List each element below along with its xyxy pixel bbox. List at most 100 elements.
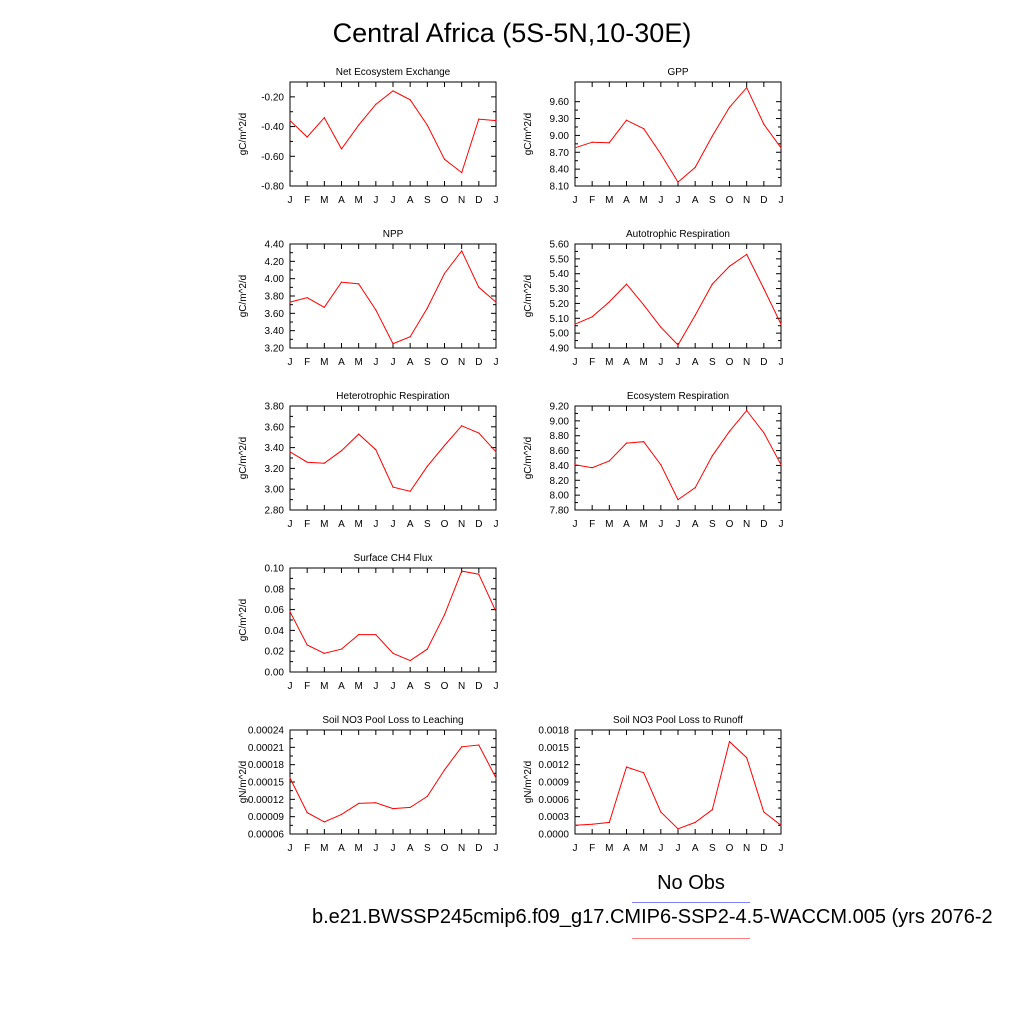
data-point	[323, 306, 325, 308]
data-point	[591, 141, 593, 143]
x-tick-label: D	[475, 195, 482, 206]
y-axis-label: gN/m^2/d	[238, 761, 249, 804]
chart-title: GPP	[667, 67, 688, 78]
x-tick-label: J	[658, 519, 663, 530]
data-point	[340, 648, 343, 650]
x-tick-label: A	[623, 357, 630, 368]
data-point	[591, 467, 593, 469]
data-point	[289, 777, 291, 779]
data-point	[426, 124, 428, 126]
y-tick-label: 5.60	[550, 240, 570, 251]
x-tick-label: M	[605, 519, 613, 530]
y-tick-label: 4.40	[265, 240, 285, 251]
x-tick-label: J	[779, 195, 784, 206]
x-tick-label: J	[288, 519, 293, 530]
y-tick-label: 9.20	[550, 402, 570, 413]
data-point	[574, 824, 576, 826]
y-tick-label: 0.00015	[248, 778, 285, 789]
data-point	[591, 823, 593, 825]
data-point	[375, 103, 377, 105]
x-tick-label: O	[441, 519, 449, 530]
y-tick-label: -0.60	[261, 152, 284, 163]
x-tick-label: J	[658, 195, 663, 206]
series-line	[574, 86, 782, 183]
legend-case-line	[632, 938, 750, 939]
y-tick-label: 3.00	[265, 485, 285, 496]
x-tick-label: D	[760, 843, 767, 854]
x-tick-label: J	[288, 843, 293, 854]
data-point	[608, 821, 610, 824]
data-point	[591, 316, 593, 318]
y-axis-label: gC/m^2/d	[523, 437, 534, 480]
x-tick-label: N	[458, 519, 465, 530]
y-tick-label: 4.20	[265, 257, 285, 268]
data-point	[461, 425, 463, 427]
data-point	[677, 828, 679, 830]
data-point	[392, 90, 394, 92]
x-tick-label: J	[373, 843, 378, 854]
data-point	[495, 777, 497, 779]
x-tick-label: J	[494, 843, 499, 854]
chart-title: Net Ecosystem Exchange	[336, 67, 451, 78]
plot-frame	[574, 243, 782, 349]
x-tick-label: J	[573, 519, 578, 530]
legend-obs-line	[632, 902, 750, 903]
x-tick-label: A	[338, 195, 345, 206]
y-tick-label: 8.20	[550, 476, 570, 487]
data-point	[289, 611, 291, 613]
y-tick-label: 5.00	[550, 329, 570, 340]
data-point	[574, 323, 576, 325]
x-tick-label: M	[320, 843, 328, 854]
y-axis-label: gC/m^2/d	[523, 113, 534, 156]
data-point	[409, 806, 411, 809]
data-point	[625, 766, 628, 768]
data-point	[323, 652, 325, 654]
data-point	[323, 117, 325, 119]
y-tick-label: 4.90	[550, 344, 570, 355]
x-tick-label: J	[676, 843, 681, 854]
data-point	[677, 344, 679, 346]
data-point	[728, 265, 731, 267]
data-point	[660, 153, 662, 155]
x-tick-label: N	[458, 681, 465, 692]
y-axis-label: gN/m^2/d	[523, 761, 534, 804]
data-point	[409, 99, 411, 101]
x-tick-label: J	[494, 681, 499, 692]
series-line	[289, 249, 497, 345]
x-tick-label: D	[760, 195, 767, 206]
data-point	[495, 451, 497, 453]
legend-obs-label: No Obs	[657, 872, 725, 894]
x-tick-label: A	[407, 195, 414, 206]
data-point	[694, 314, 696, 316]
x-tick-label: J	[391, 843, 396, 854]
y-axis-label: gC/m^2/d	[523, 275, 534, 318]
chart-title: Soil NO3 Pool Loss to Leaching	[322, 715, 463, 726]
x-tick-label: M	[605, 195, 613, 206]
data-point	[375, 309, 377, 311]
x-tick-label: A	[338, 843, 345, 854]
series-line	[289, 90, 497, 174]
x-tick-label: A	[623, 843, 630, 854]
y-tick-label: 0.0006	[538, 795, 569, 806]
y-tick-label: 8.70	[550, 148, 570, 159]
x-tick-label: J	[494, 195, 499, 206]
chart-title: Ecosystem Respiration	[627, 391, 729, 402]
data-point	[289, 451, 291, 453]
data-point	[289, 301, 291, 303]
data-point	[746, 87, 748, 89]
x-tick-label: M	[639, 195, 647, 206]
data-point	[728, 430, 731, 432]
x-tick-label: J	[391, 681, 396, 692]
plot-frame	[289, 243, 497, 349]
y-tick-label: 0.00012	[248, 795, 285, 806]
data-point	[340, 148, 343, 150]
x-tick-label: F	[304, 195, 310, 206]
x-tick-label: F	[304, 357, 310, 368]
x-tick-label: J	[494, 519, 499, 530]
data-point	[461, 250, 463, 252]
data-point	[392, 343, 394, 345]
data-point	[763, 123, 765, 125]
chart-title: Autotrophic Respiration	[626, 229, 730, 240]
